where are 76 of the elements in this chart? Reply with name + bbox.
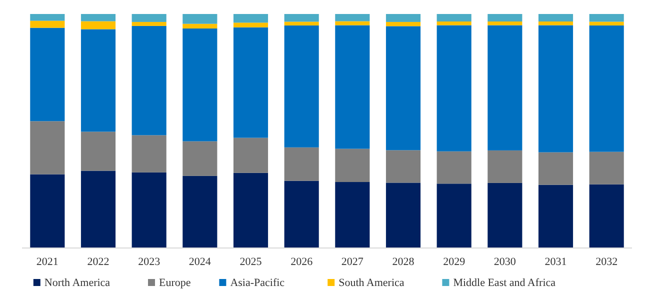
bar	[233, 172, 268, 248]
bar	[436, 21, 472, 26]
x-tick-label: 2027	[341, 256, 364, 268]
bar	[386, 14, 421, 22]
x-tick-label: 2022	[87, 256, 110, 268]
bar	[538, 14, 574, 22]
bar	[182, 176, 218, 248]
bar	[589, 152, 624, 184]
bar	[488, 14, 522, 22]
x-tick-label: 2025	[240, 256, 262, 268]
bar	[132, 172, 166, 248]
bar	[284, 14, 319, 22]
bar	[335, 25, 370, 149]
x-tick-label: 2023	[138, 256, 161, 268]
bar	[30, 121, 65, 174]
bar	[589, 22, 624, 26]
x-tick-label: 2021	[36, 256, 58, 268]
legend-label: Middle East and Africa	[453, 277, 556, 289]
bar	[284, 180, 319, 248]
bar	[132, 135, 166, 172]
bar	[233, 27, 268, 138]
bar	[30, 20, 65, 28]
bar	[80, 14, 116, 22]
bar	[538, 21, 574, 26]
bar	[488, 182, 522, 248]
bar	[80, 21, 116, 30]
bar	[30, 14, 65, 21]
x-tick-label: 2026	[290, 256, 314, 268]
bar	[488, 25, 522, 150]
bar	[488, 150, 522, 183]
bar	[284, 25, 319, 148]
bar	[538, 184, 574, 248]
bar	[233, 22, 268, 28]
x-tick-label: 2024	[188, 256, 212, 268]
bar	[335, 14, 370, 22]
x-tick-label: 2030	[494, 256, 516, 268]
bar	[284, 147, 319, 181]
bar	[386, 22, 421, 26]
bar	[30, 174, 65, 248]
bar	[386, 26, 421, 150]
bar	[182, 28, 218, 142]
bar	[233, 14, 268, 23]
bar	[488, 21, 522, 26]
bar	[182, 24, 218, 29]
bar	[589, 25, 624, 152]
bar	[538, 25, 574, 152]
bar	[233, 138, 268, 173]
x-tick-label: 2031	[544, 256, 567, 268]
bar	[132, 22, 166, 26]
legend-label: South America	[338, 277, 404, 289]
bar	[436, 184, 472, 248]
bar	[589, 184, 624, 248]
bar	[80, 132, 116, 171]
bar	[182, 14, 218, 24]
bar	[132, 26, 166, 136]
bar	[538, 152, 574, 185]
bar	[182, 141, 218, 176]
x-tick-label: 2029	[443, 256, 466, 268]
bar	[80, 170, 116, 248]
bar	[284, 22, 319, 26]
bar	[335, 182, 370, 248]
x-tick-label: 2028	[392, 256, 415, 268]
legend-label: North America	[44, 277, 110, 289]
bar	[436, 14, 472, 22]
bar	[589, 14, 624, 22]
bar	[386, 150, 421, 183]
legend-label: Asia-Pacific	[230, 277, 285, 289]
legend-label: Europe	[159, 277, 191, 289]
x-tick-label: 2032	[596, 256, 618, 268]
bar	[335, 148, 370, 182]
bar	[30, 28, 65, 122]
bar	[132, 14, 166, 22]
bar	[80, 29, 116, 132]
bar	[436, 151, 472, 184]
bar	[436, 25, 472, 152]
bar	[386, 182, 421, 248]
